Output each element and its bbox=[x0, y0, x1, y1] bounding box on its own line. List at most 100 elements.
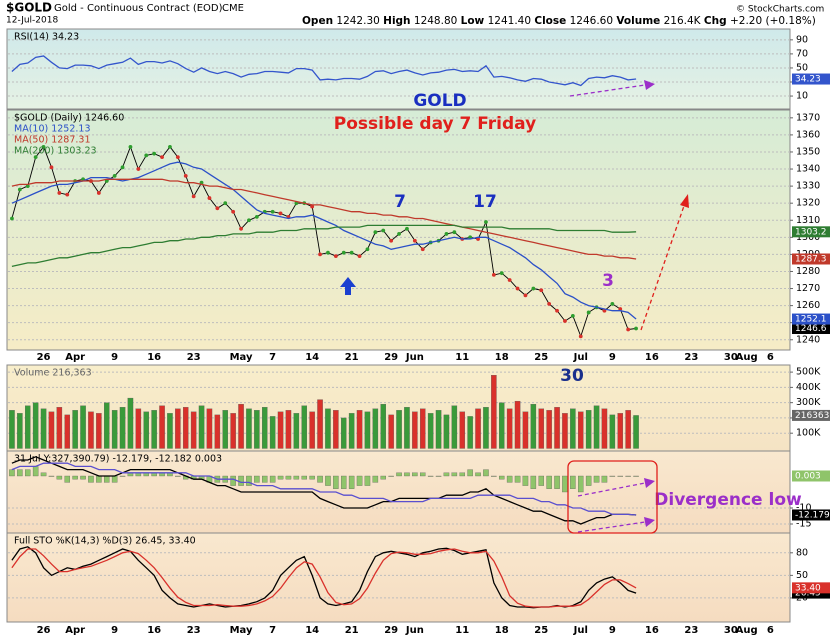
bar bbox=[17, 413, 23, 449]
panel-title: Full STO %K(14,3) %D(3) 26.45, 33.40 bbox=[14, 536, 196, 547]
legend-entry: $GOLD (Daily) 1246.60 bbox=[14, 113, 124, 124]
price-point bbox=[578, 334, 583, 339]
bar bbox=[151, 410, 157, 449]
arrow-head bbox=[680, 194, 689, 208]
bar bbox=[64, 414, 71, 449]
x-tick-label: Jul bbox=[573, 625, 588, 636]
bar bbox=[301, 405, 307, 449]
legend-entry: Volume 216,363 bbox=[14, 368, 92, 379]
bar bbox=[633, 415, 639, 449]
price-point bbox=[531, 286, 536, 291]
bar bbox=[530, 475, 537, 489]
price-point bbox=[405, 226, 409, 231]
bar bbox=[451, 472, 458, 477]
y-tick-label: 1300 bbox=[796, 232, 820, 243]
price-point bbox=[10, 216, 14, 221]
bar bbox=[570, 475, 576, 489]
price-point bbox=[452, 230, 457, 235]
x-tick-label: 6 bbox=[767, 625, 774, 636]
value-tag bbox=[792, 313, 830, 325]
x-tick-label: 11 bbox=[455, 625, 469, 636]
bar bbox=[175, 408, 181, 449]
arrow-head bbox=[644, 517, 655, 527]
price-point bbox=[175, 155, 180, 159]
price-point bbox=[207, 196, 212, 200]
price-point bbox=[57, 191, 62, 195]
bar bbox=[498, 475, 505, 480]
bar bbox=[491, 475, 497, 477]
bar bbox=[427, 475, 434, 477]
bar bbox=[40, 472, 47, 477]
indicator-panel bbox=[6, 450, 791, 534]
x-tick-label: 18 bbox=[495, 625, 509, 636]
bar bbox=[175, 475, 181, 477]
bar bbox=[609, 475, 616, 477]
value-tag-label: 34.23 bbox=[795, 75, 821, 85]
symbol: $GOLD bbox=[6, 1, 52, 15]
bar bbox=[554, 475, 560, 489]
price-point bbox=[333, 254, 338, 259]
copyright: © StockCharts.com bbox=[736, 5, 824, 15]
price-point bbox=[507, 278, 512, 282]
y-tick-label: -10 bbox=[796, 503, 812, 514]
bar bbox=[325, 408, 331, 449]
bar bbox=[222, 410, 228, 449]
bar bbox=[380, 475, 386, 480]
bar bbox=[104, 402, 110, 449]
price-point bbox=[318, 252, 322, 257]
bar bbox=[601, 475, 608, 483]
quote-label: Volume bbox=[616, 15, 660, 27]
bar bbox=[135, 408, 142, 449]
up-arrow bbox=[340, 277, 356, 295]
bar bbox=[412, 472, 418, 477]
bar bbox=[404, 407, 410, 449]
price-point bbox=[41, 144, 46, 149]
y-tick-label: 1270 bbox=[796, 283, 820, 294]
plot-layer: 90 70 50 30 10 RSI(14) 34.23 34.23 1370 1360 1350… bbox=[8, 32, 830, 636]
bar bbox=[578, 411, 584, 449]
rsi-panel bbox=[6, 28, 791, 110]
price-point bbox=[499, 271, 504, 276]
price-point bbox=[160, 155, 164, 159]
price-point bbox=[586, 310, 591, 315]
bar bbox=[254, 475, 260, 483]
bar bbox=[309, 411, 315, 449]
price-point bbox=[365, 247, 370, 252]
bar bbox=[356, 410, 363, 449]
y-tick-label: 1320 bbox=[796, 198, 820, 209]
bar bbox=[254, 410, 260, 449]
bar bbox=[230, 413, 236, 449]
value-tag bbox=[792, 226, 830, 238]
bar bbox=[261, 407, 268, 449]
x-tick-label: 9 bbox=[609, 352, 616, 363]
bar bbox=[72, 410, 78, 449]
price-point bbox=[168, 144, 172, 149]
series-line bbox=[11, 178, 637, 260]
quote-label: Low bbox=[461, 15, 485, 27]
price-point bbox=[183, 173, 188, 178]
price-point bbox=[547, 302, 552, 306]
price-point bbox=[357, 254, 362, 259]
quote-value: 216.4K bbox=[664, 15, 702, 27]
bar bbox=[96, 413, 102, 449]
exchange: CME bbox=[222, 3, 244, 14]
x-tick-label: 16 bbox=[147, 352, 161, 363]
bar bbox=[570, 408, 576, 449]
bar bbox=[554, 407, 560, 449]
bar bbox=[309, 475, 315, 480]
bar bbox=[491, 375, 497, 449]
annotation: Possible day 7 Friday bbox=[334, 114, 536, 134]
x-tick-label: 7 bbox=[269, 352, 276, 363]
quote-value: 1242.30 bbox=[336, 15, 379, 27]
bar bbox=[601, 408, 608, 449]
arrow-head bbox=[644, 478, 655, 488]
price-point bbox=[570, 313, 575, 318]
value-tag bbox=[792, 509, 830, 521]
value-tag bbox=[792, 582, 830, 594]
x-tick-label: Apr bbox=[65, 625, 85, 636]
bar bbox=[104, 475, 110, 483]
price-point bbox=[610, 302, 615, 306]
x-tick-label: 14 bbox=[305, 352, 319, 363]
x-tick-label: 16 bbox=[147, 625, 161, 636]
x-tick-label: 29 bbox=[384, 352, 398, 363]
